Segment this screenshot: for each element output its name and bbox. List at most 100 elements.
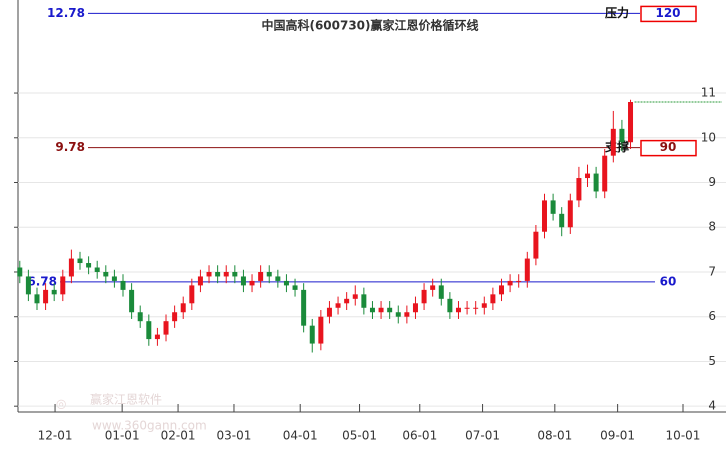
x-tick-label: 09-01 — [600, 429, 635, 443]
y-tick-label: 7 — [708, 264, 716, 278]
watermark-url: www.360gann.com — [92, 419, 207, 433]
candle-body — [51, 289, 57, 295]
candle-body — [318, 316, 324, 344]
y-tick-label: 9 — [708, 175, 716, 189]
candle-body — [146, 321, 152, 340]
candle-body — [206, 271, 212, 277]
x-tick-label: 12-01 — [38, 429, 73, 443]
candle-body — [137, 312, 143, 322]
candle-body — [481, 303, 487, 308]
candle-body — [404, 312, 410, 317]
x-tick-label: 06-01 — [402, 429, 437, 443]
x-tick-label: 08-01 — [537, 429, 572, 443]
y-tick-label: 8 — [708, 220, 716, 234]
candle-body — [326, 307, 332, 317]
candle-body — [455, 307, 461, 313]
candle-body — [524, 258, 530, 281]
candle-body — [378, 307, 384, 313]
watermark-logo: ◎ — [56, 397, 66, 411]
level-label: 6.78 — [27, 274, 57, 288]
candle-body — [163, 321, 169, 335]
candle-body — [361, 294, 367, 308]
candle-body — [567, 200, 573, 228]
candle-body — [172, 312, 178, 322]
candle-body — [215, 271, 221, 277]
candle-body — [593, 173, 599, 192]
candle-body — [94, 267, 100, 272]
level-degree: 90 — [660, 140, 677, 154]
candle-body — [533, 231, 539, 259]
x-tick-label: 10-01 — [666, 429, 701, 443]
candle-body — [34, 294, 40, 304]
candle-body — [619, 128, 625, 143]
candle-body — [103, 271, 109, 277]
watermark: 赢家江恩软件 — [90, 392, 162, 407]
candle-body — [301, 289, 307, 326]
candle-body — [430, 285, 436, 290]
candle-body — [17, 267, 23, 277]
candle-body — [266, 271, 272, 277]
level-box — [640, 5, 697, 23]
candle-body — [335, 303, 341, 308]
candle-body — [412, 303, 418, 313]
candle-body — [232, 271, 238, 277]
x-tick-label: 01-01 — [105, 429, 140, 443]
candle-body — [369, 307, 375, 313]
level-degree: 120 — [655, 6, 680, 20]
level-degree: 60 — [660, 274, 677, 288]
candle-body — [473, 307, 479, 309]
x-tick-label: 02-01 — [161, 429, 196, 443]
candle-body — [438, 285, 444, 299]
y-tick-label: 5 — [708, 354, 716, 368]
y-tick-label: 6 — [708, 309, 716, 323]
candle-body — [628, 101, 634, 143]
level-tag: 压力 — [605, 5, 629, 20]
level-label: 9.78 — [55, 140, 85, 154]
candle-body — [585, 173, 591, 179]
level-label: 12.78 — [47, 6, 85, 20]
candle-body — [395, 312, 401, 317]
candle-body — [223, 271, 229, 277]
candle-body — [559, 213, 565, 228]
candle-body — [197, 276, 203, 286]
candle-body — [464, 307, 470, 309]
candle-body — [292, 285, 298, 290]
candle-body — [576, 178, 582, 201]
candle-body — [421, 289, 427, 304]
x-tick-label: 05-01 — [342, 429, 377, 443]
candle-body — [120, 280, 126, 290]
candle-body — [550, 200, 556, 214]
candle-body — [43, 289, 49, 304]
candle-body — [283, 280, 289, 286]
y-tick-label: 4 — [708, 399, 716, 413]
candle-body — [240, 276, 246, 286]
candle-body — [352, 294, 358, 299]
candle-body — [610, 128, 616, 156]
candle-body — [180, 303, 186, 313]
y-tick-label: 10 — [701, 130, 716, 144]
candle-body — [68, 258, 74, 277]
candle-body — [447, 298, 453, 313]
candle-body — [154, 334, 160, 340]
candle-body — [258, 271, 264, 281]
level-tag: 支撑 — [604, 139, 629, 154]
x-tick-label: 07-01 — [465, 429, 500, 443]
candle-body — [542, 200, 547, 232]
candle-body — [516, 280, 522, 282]
candle-body — [86, 263, 92, 268]
candle-body — [25, 276, 31, 295]
x-tick-label: 03-01 — [217, 429, 252, 443]
candle-body — [111, 276, 117, 281]
y-tick-label: 11 — [701, 86, 716, 100]
candle-body — [344, 298, 350, 304]
x-tick-label: 04-01 — [283, 429, 318, 443]
candle-body — [275, 276, 281, 281]
candle-body — [387, 307, 393, 313]
candle-body — [129, 289, 135, 313]
candle-body — [498, 285, 504, 295]
candle-body — [507, 280, 513, 286]
candle-body — [249, 280, 255, 286]
candle-body — [602, 155, 608, 192]
candle-body — [60, 276, 66, 295]
